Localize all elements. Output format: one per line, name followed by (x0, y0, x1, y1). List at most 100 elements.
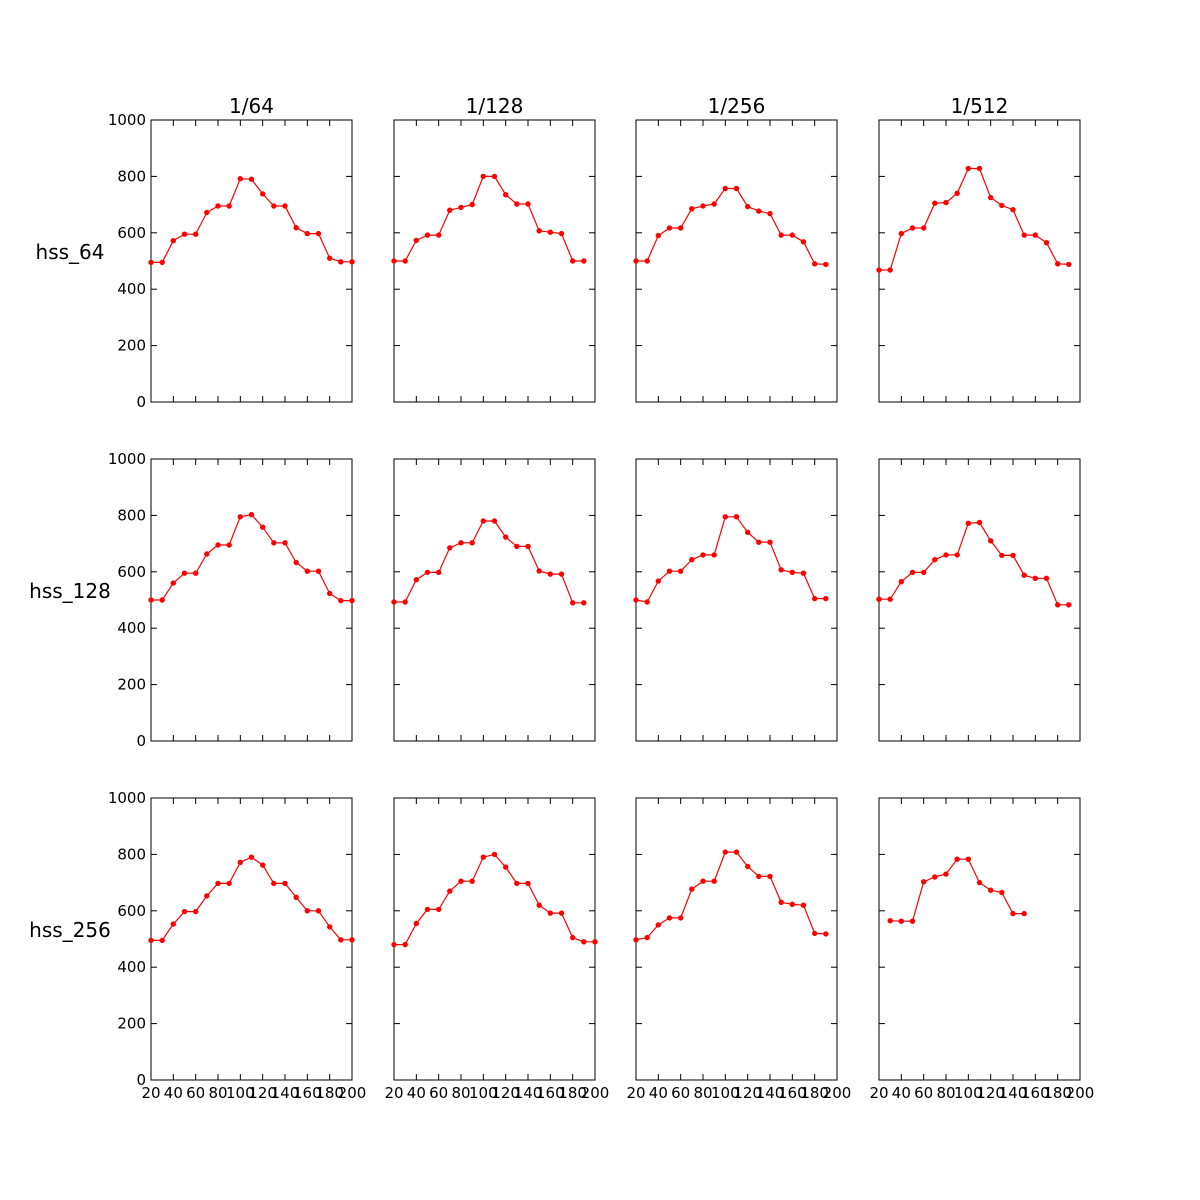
data-point (898, 918, 904, 924)
x-tick-label: 80 (451, 1084, 470, 1102)
data-point (260, 524, 266, 530)
column-title: 1/128 (466, 94, 524, 118)
data-point (282, 880, 288, 887)
data-point (413, 920, 419, 927)
data-point (988, 887, 994, 893)
data-point (204, 209, 210, 216)
data-point (558, 571, 565, 577)
data-point (215, 542, 221, 548)
data-point (525, 543, 531, 550)
data-point (402, 258, 408, 264)
data-point (1055, 261, 1061, 267)
y-tick-label: 400 (117, 619, 146, 637)
data-point (424, 569, 431, 576)
data-point (999, 889, 1005, 896)
data-point (644, 599, 650, 605)
subplot-r1-c3 (633, 119, 838, 403)
data-point (887, 596, 893, 602)
subplot-r1-c1: 0 200 400 600 800 1000 (108, 111, 355, 411)
data-point (159, 259, 165, 266)
data-point (159, 937, 165, 944)
data-point (778, 232, 784, 238)
data-point (237, 176, 244, 182)
data-point (954, 552, 960, 558)
data-point (491, 173, 498, 180)
data-point (921, 879, 927, 885)
x-tick-label: 100 (954, 1084, 983, 1102)
data-point (581, 600, 587, 606)
x-tick-label: 100 (226, 1084, 255, 1102)
x-tick-label: 160 (1021, 1084, 1050, 1102)
x-tick-label: 120 (248, 1084, 277, 1102)
data-point (767, 210, 773, 217)
data-point (338, 937, 344, 943)
data-point (745, 203, 751, 210)
data-point (570, 258, 576, 264)
x-tick-label: 40 (407, 1084, 426, 1102)
data-point (193, 570, 199, 576)
x-tick-label: 80 (208, 1084, 227, 1102)
data-point (733, 849, 740, 855)
row-label: hss_64 (36, 240, 105, 264)
data-point (181, 908, 188, 915)
data-point (745, 529, 751, 535)
data-point (678, 915, 684, 921)
data-point (424, 232, 431, 238)
data-point (226, 880, 232, 887)
data-point (1032, 575, 1039, 581)
data-point (570, 600, 576, 606)
x-tick-label: 140 (756, 1084, 785, 1102)
x-tick-label: 20 (869, 1084, 888, 1102)
data-point (547, 910, 553, 916)
x-tick-label: 200 (823, 1084, 852, 1102)
data-point (745, 863, 751, 870)
data-point (711, 201, 717, 207)
data-point (876, 596, 882, 602)
data-point (170, 921, 177, 927)
data-point (876, 267, 882, 273)
plot-frame (878, 119, 1081, 403)
data-point (503, 864, 509, 870)
y-tick-label: 600 (117, 563, 146, 581)
data-point (226, 203, 232, 209)
y-tick-label: 200 (117, 1015, 146, 1033)
data-point (756, 539, 762, 545)
data-point (391, 258, 397, 264)
data-point (447, 888, 453, 894)
x-tick-label: 120 (491, 1084, 520, 1102)
data-point (402, 941, 408, 948)
data-point (689, 886, 695, 892)
data-point (547, 571, 553, 577)
data-point (666, 225, 673, 231)
data-point (976, 519, 983, 526)
data-point (181, 231, 188, 237)
data-point (237, 514, 244, 520)
data-point (1010, 207, 1016, 213)
data-point (159, 597, 165, 603)
data-point (711, 552, 717, 558)
x-tick-label: 160 (293, 1084, 322, 1102)
y-tick-label: 800 (117, 845, 146, 863)
data-point (954, 856, 960, 862)
y-tick-label: 0 (136, 732, 146, 750)
data-point (633, 937, 639, 943)
row-label: hss_128 (29, 579, 111, 603)
data-point (823, 595, 829, 602)
data-point (932, 557, 938, 563)
data-point (1021, 232, 1027, 238)
data-point (812, 261, 818, 267)
data-point (148, 937, 154, 944)
data-point (248, 511, 255, 518)
data-point (327, 590, 333, 597)
data-point (887, 918, 893, 924)
data-point (558, 910, 565, 916)
data-point (204, 551, 210, 557)
data-point (315, 568, 322, 574)
data-point (271, 880, 277, 887)
data-point (655, 578, 661, 584)
data-point (999, 552, 1005, 559)
subplot-r2-c2 (391, 458, 596, 742)
data-point (338, 597, 344, 604)
